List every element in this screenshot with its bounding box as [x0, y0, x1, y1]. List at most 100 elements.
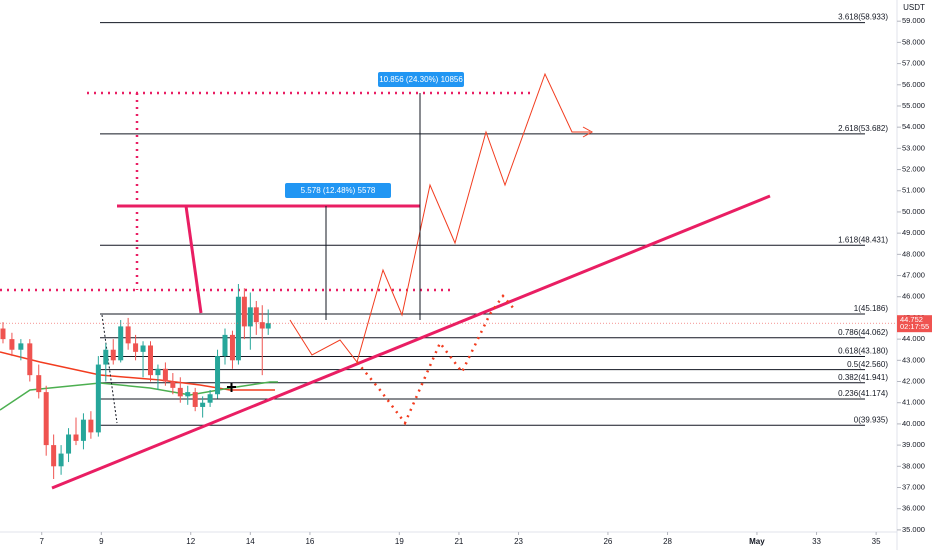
- fib-label: 3.618(58.933): [838, 13, 888, 22]
- candle-body: [95, 364, 101, 433]
- candle-body: [73, 434, 79, 441]
- candle-body: [140, 345, 146, 352]
- y-tick-label: 59.000: [902, 16, 925, 25]
- y-tick-label: 43.000: [902, 355, 925, 364]
- candle-body: [155, 368, 161, 376]
- candle-body: [192, 392, 198, 407]
- y-tick-label: 56.000: [902, 80, 925, 89]
- fib-label: 2.618(53.682): [838, 124, 888, 133]
- projection-path: [289, 72, 590, 364]
- measure-label: 10.856 (24.30%) 10856: [379, 75, 463, 84]
- candle-body: [133, 343, 139, 352]
- candle-body: [265, 323, 271, 329]
- last-price-label: 44.752: [900, 315, 923, 324]
- fib-label: 1(45.186): [854, 304, 889, 313]
- y-tick-label: 44.000: [902, 334, 925, 343]
- candle-body: [200, 402, 206, 407]
- x-tick-label: May: [749, 537, 765, 546]
- candle-body: [207, 394, 213, 403]
- y-tick-label: 41.000: [902, 398, 925, 407]
- countdown: 02:17:55: [900, 322, 929, 331]
- fib-label: 0.618(43.180): [838, 347, 888, 356]
- y-tick-label: 35.000: [902, 525, 925, 534]
- fib-label: 0.5(42.560): [847, 360, 888, 369]
- y-tick-label: 58.000: [902, 37, 925, 46]
- candle-body: [0, 328, 6, 340]
- cross-marker: [227, 383, 236, 392]
- last-price-box: [897, 315, 932, 333]
- candle-body: [43, 392, 49, 446]
- candle-body: [9, 339, 15, 350]
- candle-body: [118, 326, 124, 361]
- y-tick-label: 55.000: [902, 101, 925, 110]
- candle-body: [36, 375, 42, 393]
- y-tick-label: 50.000: [902, 207, 925, 216]
- candle-body: [253, 307, 259, 323]
- candle-body: [58, 453, 64, 467]
- y-tick-label: 39.000: [902, 440, 925, 449]
- candle-body: [147, 345, 153, 376]
- x-tick-label: 7: [39, 537, 44, 546]
- candle-body: [110, 349, 116, 361]
- trend-line: [51, 194, 771, 490]
- x-tick-label: 23: [514, 537, 523, 546]
- x-tick-label: 26: [603, 537, 612, 546]
- candle-body: [88, 419, 94, 433]
- y-tick-label: 37.000: [902, 482, 925, 491]
- candle-body: [125, 326, 131, 344]
- candle-body: [177, 387, 183, 397]
- y-tick-label: 40.000: [902, 419, 925, 428]
- candle-body: [241, 296, 247, 327]
- candle-body: [66, 434, 72, 454]
- fib-label: 1.618(48.431): [838, 235, 888, 244]
- y-tick-label: 49.000: [902, 228, 925, 237]
- y-tick-label: 42.000: [902, 376, 925, 385]
- fib-label: 0.236(41.174): [838, 389, 888, 398]
- candle-body: [229, 334, 235, 361]
- y-tick-label: 53.000: [902, 143, 925, 152]
- fib-label: 0.786(44.062): [838, 328, 888, 337]
- y-tick-label: 47.000: [902, 271, 925, 280]
- projection-arrow: [582, 126, 594, 138]
- candle-body: [235, 296, 241, 361]
- x-tick-label: 19: [395, 537, 404, 546]
- candle-body: [27, 343, 33, 376]
- y-tick-label: 52.000: [902, 165, 925, 174]
- measure-box: [285, 183, 391, 198]
- candle-body: [162, 368, 168, 382]
- x-tick-label: 35: [872, 537, 881, 546]
- candle-body: [51, 445, 57, 467]
- candle-body: [215, 356, 221, 395]
- dotted-diagonal: [101, 314, 118, 424]
- y-tick-label: 51.000: [902, 186, 925, 195]
- fib-label: 0.382(41.941): [838, 373, 888, 382]
- measure-label: 5.578 (12.48%) 5578: [301, 186, 376, 195]
- projection-dotted: [356, 293, 516, 426]
- y-tick-label: 36.000: [902, 504, 925, 513]
- candle-body: [259, 322, 265, 329]
- measure-box: [378, 72, 464, 87]
- x-tick-label: 9: [99, 537, 104, 546]
- y-tick-label: 48.000: [902, 249, 925, 258]
- fib-label: 0(39.935): [854, 415, 889, 424]
- currency: USDT: [903, 3, 925, 12]
- x-tick-label: 16: [305, 537, 314, 546]
- candle-body: [247, 307, 253, 327]
- x-tick-label: 12: [186, 537, 195, 546]
- candle-body: [222, 334, 228, 357]
- moving-average-green: [0, 381, 278, 411]
- candle-body: [18, 343, 24, 350]
- y-tick-label: 57.000: [902, 59, 925, 68]
- x-tick-label: 28: [663, 537, 672, 546]
- candle-body: [185, 392, 191, 397]
- x-tick-label: 33: [812, 537, 821, 546]
- candles: [0, 284, 271, 480]
- pink-leg: [184, 205, 203, 314]
- candle-body: [80, 419, 86, 441]
- y-tick-label: 38.000: [902, 461, 925, 470]
- y-tick-label: 54.000: [902, 122, 925, 131]
- candle-body: [103, 349, 109, 365]
- x-tick-label: 14: [246, 537, 255, 546]
- y-tick-label: 46.000: [902, 292, 925, 301]
